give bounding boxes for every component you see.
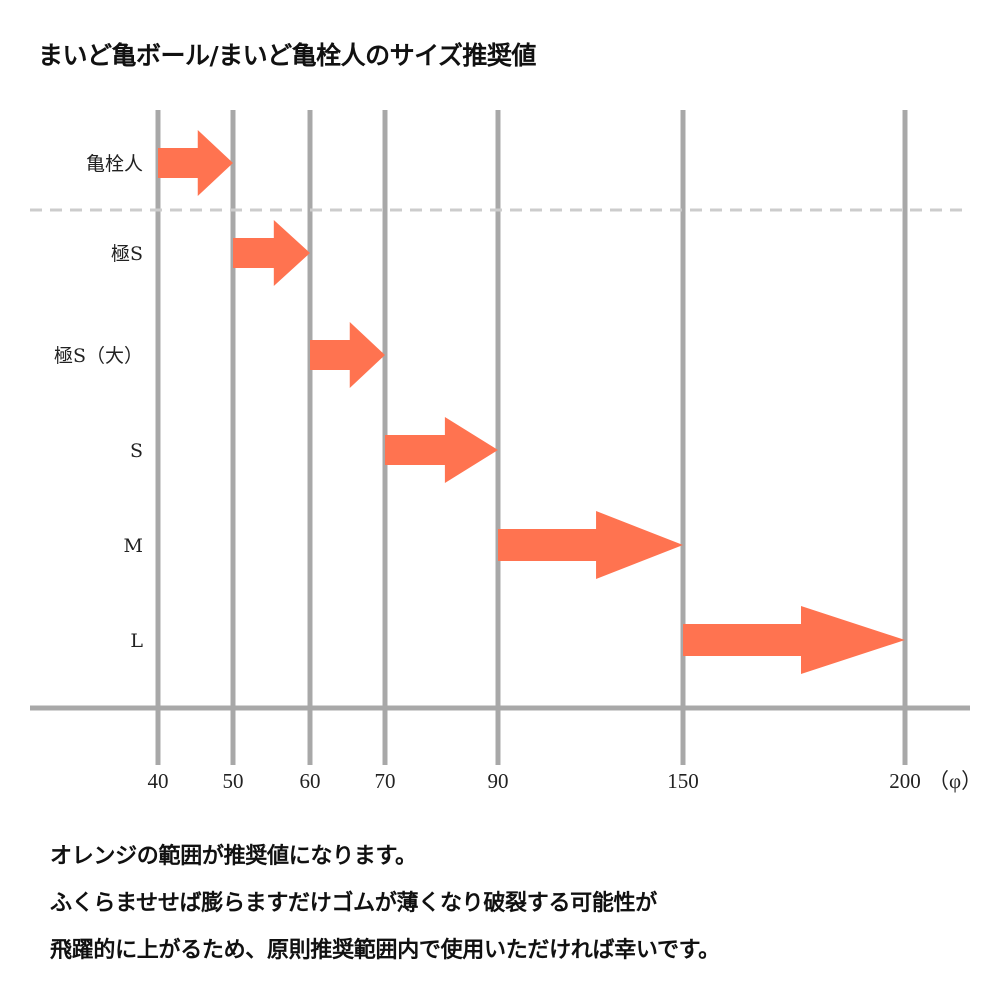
tick-label-60: 60 — [300, 769, 321, 793]
range-arrow-4 — [385, 417, 498, 483]
row-label-4: S — [130, 440, 143, 462]
notes: オレンジの範囲が推奨値になります。 ふくらませせば膨らますだけゴムが薄くなり破裂… — [50, 833, 720, 974]
row-label-6: L — [130, 630, 143, 652]
row-label-3: 極S（大） — [54, 345, 143, 367]
row-label-5: M — [124, 535, 143, 557]
tick-label-90: 90 — [488, 769, 509, 793]
page-title: まいど亀ボール/まいど亀栓人のサイズ推奨値 — [38, 41, 536, 70]
range-arrows — [158, 130, 905, 674]
range-arrow-2 — [233, 220, 310, 286]
row-label-1: 亀栓人 — [86, 153, 143, 175]
range-arrow-1 — [158, 130, 233, 196]
note-line-1: オレンジの範囲が推奨値になります。 — [50, 844, 417, 869]
range-arrow-5 — [498, 511, 683, 579]
tick-label-150: 150 — [667, 769, 699, 793]
tick-label-200: 200 — [889, 769, 921, 793]
row-label-2: 極S — [111, 243, 143, 265]
note-line-2: ふくらませせば膨らますだけゴムが薄くなり破裂する可能性が — [50, 891, 657, 916]
tick-labels: 40 50 60 70 90 150 200 （φ） — [148, 769, 983, 793]
note-line-3: 飛躍的に上がるため、原則推奨範囲内で使用いただければ幸いです。 — [50, 938, 720, 963]
range-arrow-3 — [310, 322, 385, 388]
tick-label-70: 70 — [375, 769, 396, 793]
tick-label-50: 50 — [223, 769, 244, 793]
tick-label-40: 40 — [148, 769, 169, 793]
gridlines — [155, 110, 908, 765]
unit-label: （φ） — [928, 769, 982, 793]
range-arrow-6 — [683, 606, 905, 674]
